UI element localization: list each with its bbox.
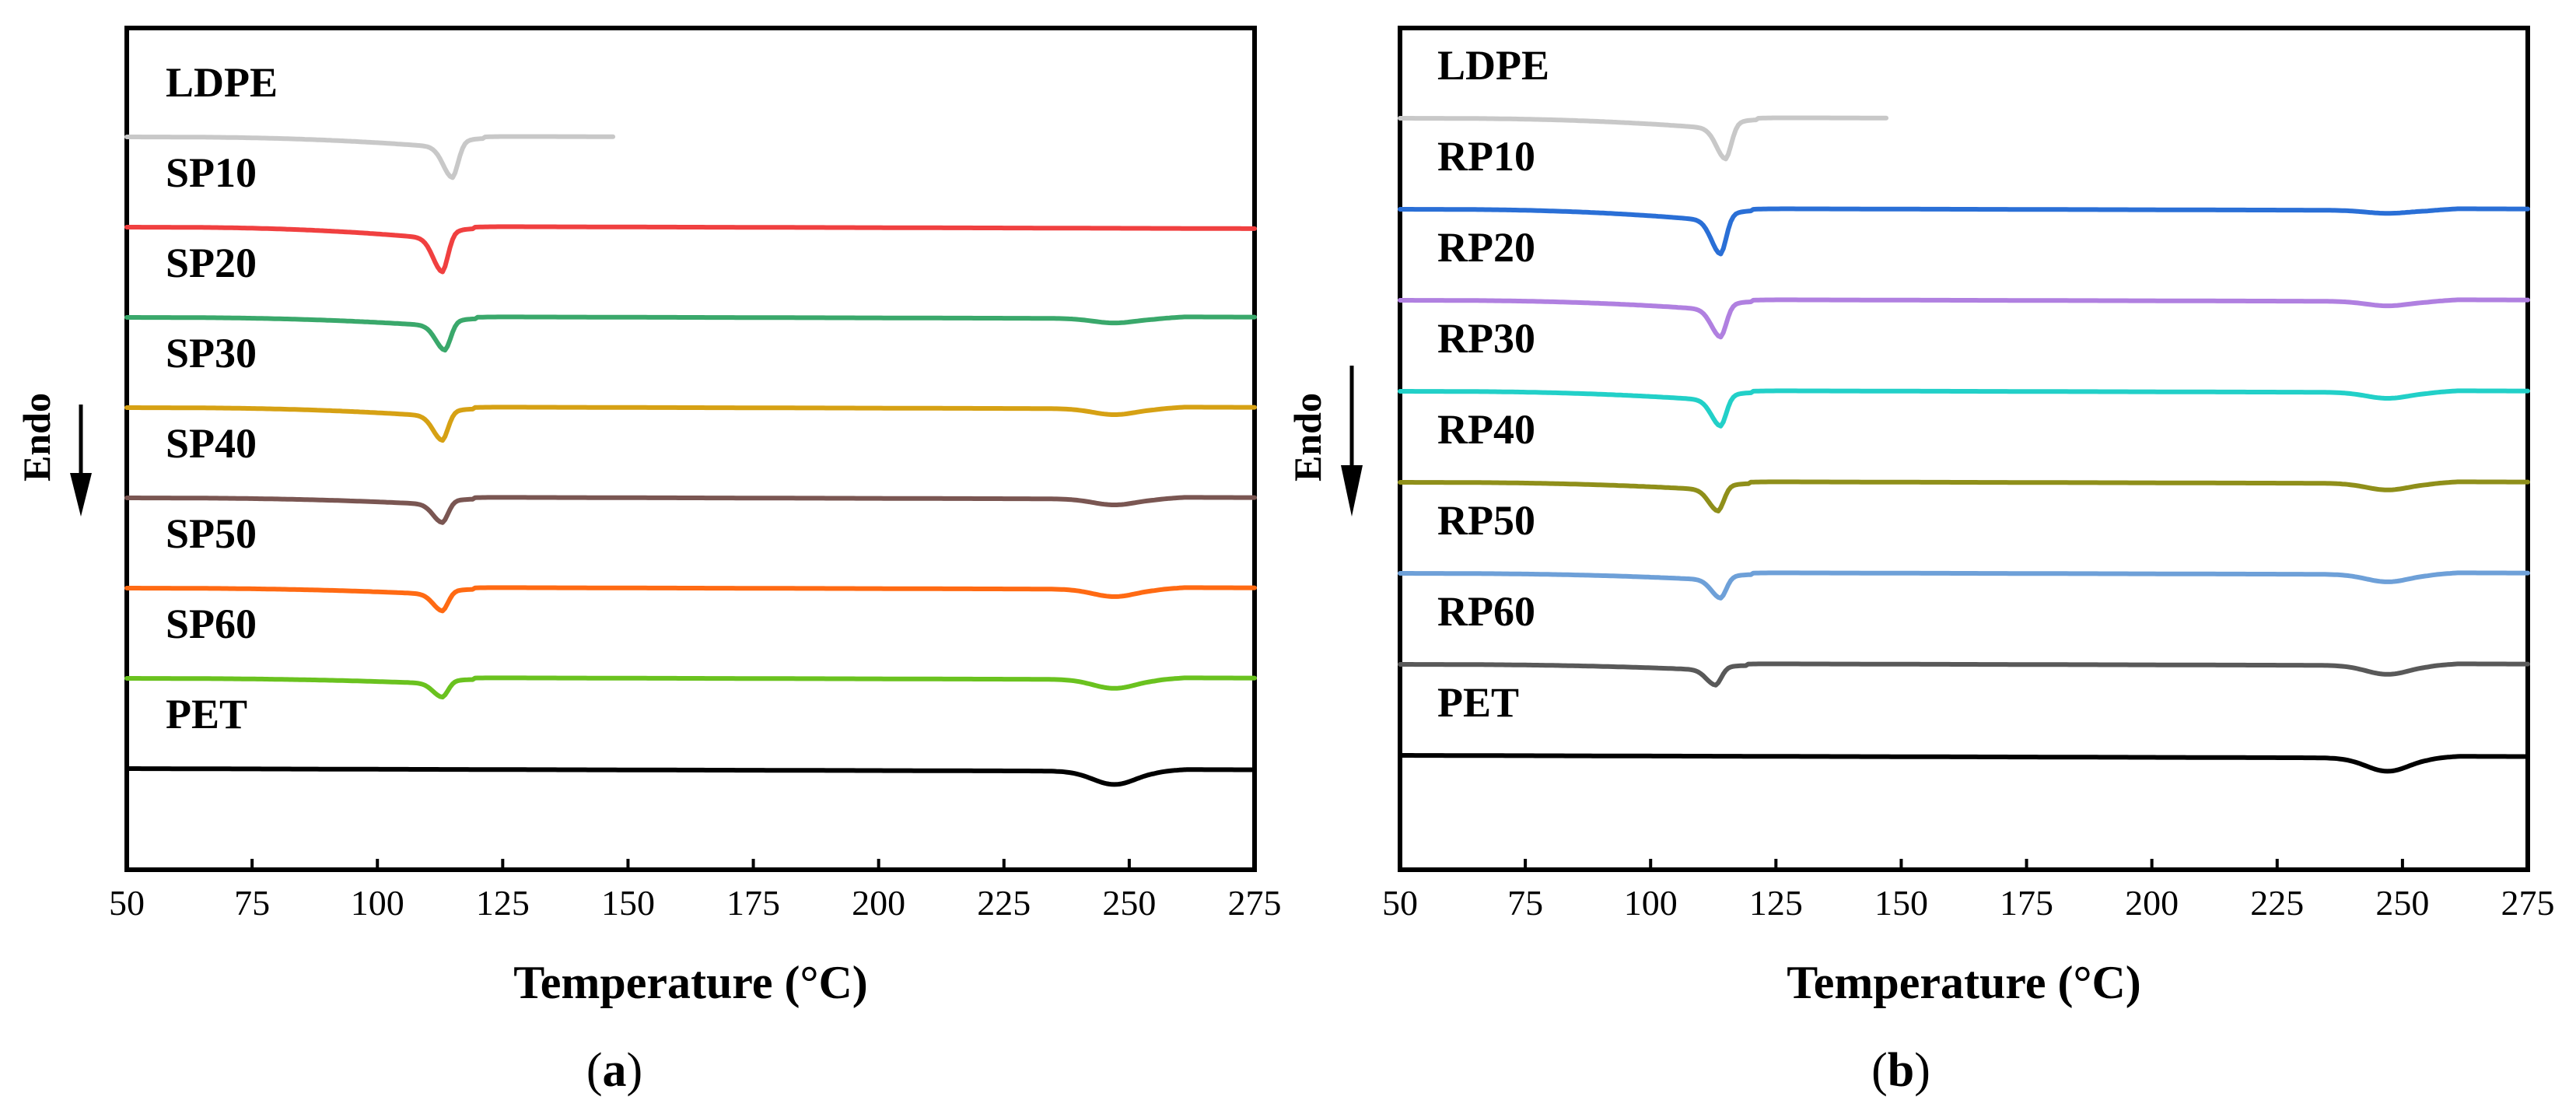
x-tick-label-b-125: 125	[1749, 883, 1803, 923]
series-label-a-sp60: SP60	[166, 601, 257, 647]
x-tick-label-b-250: 250	[2375, 883, 2429, 923]
series-label-b-rp40: RP40	[1437, 406, 1535, 453]
series-label-a-ldpe: LDPE	[166, 59, 278, 106]
x-tick-label-b-75: 75	[1507, 883, 1543, 923]
x-tick-label-b-175: 175	[2000, 883, 2053, 923]
endo-arrow-a	[70, 405, 92, 517]
x-tick-label-b-50: 50	[1382, 883, 1418, 923]
x-tick-label-b-200: 200	[2125, 883, 2179, 923]
series-label-b-rp60: RP60	[1437, 588, 1535, 635]
series-label-a-sp40: SP40	[166, 420, 257, 467]
x-tick-label-a-50: 50	[109, 883, 145, 923]
series-line-a-sp50	[124, 585, 1257, 614]
series-label-b-rp30: RP30	[1437, 315, 1535, 362]
series-lines-a	[124, 134, 1257, 787]
panel-b: 50 75 100 125 150 175 200 225 250 275 LDPE RP10 RP2…	[1286, 26, 2555, 1097]
endo-label-b: Endo	[1286, 393, 1329, 482]
x-ticks-b: 50 75 100 125 150 175 200 225 250 275	[1382, 859, 2555, 923]
series-label-b-ldpe: LDPE	[1437, 42, 1549, 89]
series-line-b-rp50	[1398, 570, 2530, 601]
series-label-b-rp20: RP20	[1437, 224, 1535, 271]
series-line-b-rp10	[1398, 206, 2530, 257]
series-label-b-rp50: RP50	[1437, 497, 1535, 544]
series-line-a-sp10	[124, 224, 1257, 275]
plot-frame-a	[124, 26, 1257, 872]
series-line-b-rp60	[1398, 661, 2530, 688]
x-tick-label-a-75: 75	[234, 883, 270, 923]
x-tick-label-a-275: 275	[1228, 883, 1282, 923]
series-line-a-ldpe	[124, 134, 616, 180]
series-label-b-pet: PET	[1437, 679, 1519, 726]
plot-frame-b	[1398, 26, 2530, 872]
panel-label-a: (a)	[586, 1044, 642, 1097]
series-line-a-sp30	[124, 405, 1257, 443]
series-line-a-pet	[124, 766, 1257, 787]
endo-arrow-b	[1341, 366, 1363, 517]
x-tick-label-a-125: 125	[476, 883, 530, 923]
series-labels-a: LDPE SP10 SP20 SP30 SP40 SP50 SP60 PET	[166, 59, 278, 737]
series-line-b-ldpe	[1398, 115, 1889, 162]
x-tick-label-b-225: 225	[2250, 883, 2304, 923]
series-label-a-sp30: SP30	[166, 330, 257, 377]
x-tick-label-b-100: 100	[1624, 883, 1678, 923]
x-axis-title-a: Temperature (°C)	[513, 957, 868, 1008]
series-labels-b: LDPE RP10 RP20 RP30 RP40 RP50 RP60 PET	[1437, 42, 1549, 726]
series-label-a-pet: PET	[166, 691, 247, 737]
panel-label-b: (b)	[1871, 1044, 1930, 1097]
endo-label-a: Endo	[15, 393, 58, 482]
x-tick-label-b-275: 275	[2501, 883, 2555, 923]
series-label-b-rp10: RP10	[1437, 133, 1535, 180]
x-tick-label-a-175: 175	[726, 883, 780, 923]
x-tick-label-a-100: 100	[351, 883, 404, 923]
series-line-a-sp60	[124, 675, 1257, 700]
series-lines-b	[1398, 115, 2530, 774]
x-tick-label-a-200: 200	[852, 883, 905, 923]
series-line-b-rp20	[1398, 297, 2530, 340]
panel-a: 50 75 100 125 150 175 200 225 250 275 LDPE SP10 SP2…	[15, 26, 1282, 1097]
x-tick-label-b-150: 150	[1874, 883, 1928, 923]
x-tick-label-a-225: 225	[977, 883, 1031, 923]
series-line-b-rp30	[1398, 388, 2530, 429]
series-line-b-rp40	[1398, 479, 2530, 513]
series-line-b-pet	[1398, 753, 2530, 774]
series-label-a-sp20: SP20	[166, 240, 257, 286]
series-line-a-sp40	[124, 495, 1257, 525]
x-axis-title-b: Temperature (°C)	[1787, 957, 2141, 1008]
series-line-a-sp20	[124, 314, 1257, 353]
x-tick-label-a-250: 250	[1102, 883, 1156, 923]
x-tick-label-a-150: 150	[601, 883, 655, 923]
x-ticks-a: 50 75 100 125 150 175 200 225 250 275	[109, 859, 1282, 923]
series-label-a-sp10: SP10	[166, 149, 257, 196]
series-label-a-sp50: SP50	[166, 510, 257, 557]
